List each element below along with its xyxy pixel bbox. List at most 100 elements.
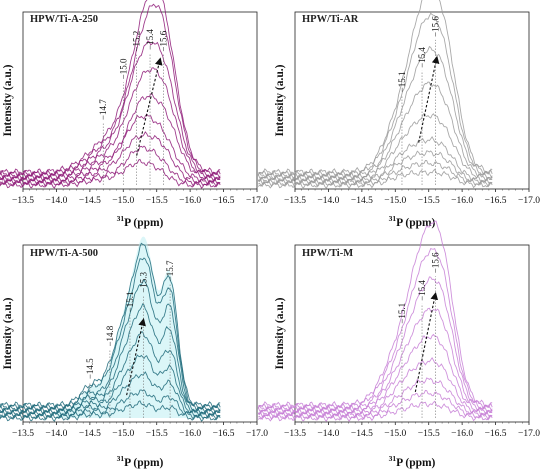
y-axis-label: Intensity (a.u.) [274, 297, 286, 369]
peak-label: −15.1 [125, 291, 135, 312]
x-tick-label: −16.0 [451, 429, 473, 439]
spectrum-line [258, 276, 493, 413]
x-tick-label: −16.5 [213, 196, 235, 206]
x-tick-label: −15.5 [146, 429, 168, 439]
spectrum-line [0, 371, 221, 419]
x-axis-label: 31P (ppm) [117, 214, 164, 229]
peak-label: −15.6 [430, 252, 440, 273]
spectrum-line [0, 92, 221, 183]
x-tick-label: −16.5 [485, 429, 507, 439]
x-axis-label: 31P (ppm) [389, 214, 436, 229]
x-tick-label: −15.0 [384, 429, 406, 439]
spectrum-line [257, 377, 493, 419]
peak-label: −15.4 [145, 29, 155, 50]
spectrum-line [257, 247, 493, 411]
y-axis-label: Intensity (a.u.) [2, 297, 14, 369]
peak-label: −15.4 [417, 47, 427, 68]
trend-arrow [414, 291, 439, 393]
x-axis-label-isotope: 31 [389, 454, 397, 463]
spectrum-line [0, 67, 221, 181]
x-tick-label: −17.0 [518, 429, 540, 439]
spectrum-line [0, 145, 221, 188]
chart-panel-3: HPW/Ti-A-500 Intensity (a.u.) 31P (ppm) −13… [0, 236, 268, 469]
x-tick-label: −14.0 [45, 196, 67, 206]
spectrum-line [0, 242, 221, 409]
spectrum-line [257, 307, 493, 414]
spectrum-line [0, 331, 221, 416]
x-tick-label: −14.5 [79, 429, 101, 439]
panel-title: HPW/Ti-A-250 [30, 14, 98, 25]
peak-label: −14.7 [98, 99, 108, 120]
x-tick-label: −13.5 [12, 429, 34, 439]
x-tick-label: −15.0 [112, 429, 134, 439]
plot-frame [294, 244, 530, 423]
peak-label: −15.3 [138, 271, 148, 292]
x-tick-label: −17.0 [246, 429, 268, 439]
chart-panel-2: HPW/Ti-AR Intensity (a.u.) 31P (ppm) −13.5 −… [257, 0, 540, 229]
x-tick-label: −14.0 [45, 429, 67, 439]
spectrum-line [257, 81, 493, 181]
x-tick-label: −14.0 [317, 429, 339, 439]
peak-label: −15.7 [165, 260, 175, 281]
spectrum-line [0, 0, 221, 176]
peak-label: −15.4 [417, 280, 427, 301]
x-tick-label: −16.0 [179, 196, 201, 206]
x-tick-label: −16.5 [485, 196, 507, 206]
spectrum-line [0, 389, 221, 421]
x-tick-label: −15.0 [112, 196, 134, 206]
x-tick-label: −14.5 [351, 429, 373, 439]
spectrum-line [257, 0, 493, 176]
x-tick-label: −13.5 [284, 429, 306, 439]
x-tick-label: −15.5 [418, 429, 440, 439]
x-axis-label-isotope: 31 [389, 214, 397, 223]
spectrum-line [257, 112, 493, 183]
spectrum-line [257, 12, 493, 178]
spectrum-line [258, 160, 493, 188]
x-tick-label: −16.5 [213, 429, 235, 439]
plot-frame [294, 11, 530, 190]
spectrum-line [257, 220, 493, 409]
spectrum-line [257, 333, 493, 416]
peak-label: −15.2 [132, 31, 142, 52]
peak-label: −15.1 [397, 72, 407, 93]
trend-arrow [136, 57, 163, 156]
x-axis-label-isotope: 31 [117, 454, 125, 463]
panel-title: HPW/Ti-M [302, 248, 353, 259]
x-axis-label-isotope: 31 [117, 214, 125, 223]
x-tick-label: −15.5 [146, 196, 168, 206]
spectrum-line [258, 389, 493, 421]
spectrum-line [0, 279, 221, 413]
x-tick-label: −15.5 [418, 196, 440, 206]
x-tick-label: −17.0 [246, 196, 268, 206]
peak-label: −14.8 [105, 325, 115, 346]
chart-panel-1: HPW/Ti-A-250 Intensity (a.u.) 31P (ppm) −13… [0, 0, 268, 229]
x-tick-label: −16.0 [451, 196, 473, 206]
x-axis-label-unit: P (ppm) [124, 217, 163, 229]
x-axis-label-unit: P (ppm) [396, 457, 435, 469]
panel-title: HPW/Ti-A-500 [30, 248, 98, 259]
peak-label: −15.1 [397, 303, 407, 324]
x-tick-label: −16.0 [179, 429, 201, 439]
peak-label: −15.6 [430, 16, 440, 37]
y-axis-label: Intensity (a.u.) [274, 64, 286, 136]
peak-label: −15.6 [158, 30, 168, 51]
x-tick-label: −14.5 [351, 196, 373, 206]
spectrum-line [258, 45, 493, 180]
x-tick-label: −14.0 [317, 196, 339, 206]
y-axis-label: Intensity (a.u.) [2, 64, 14, 136]
x-axis-label: 31P (ppm) [389, 454, 436, 469]
x-tick-label: −13.5 [12, 196, 34, 206]
trend-arrow [126, 318, 146, 396]
x-axis-label-unit: P (ppm) [396, 217, 435, 229]
x-axis-label-unit: P (ppm) [124, 457, 163, 469]
plot-frame [22, 11, 258, 190]
peak-label: −15.0 [118, 58, 128, 79]
spectrum-line [0, 303, 221, 414]
x-tick-label: −15.0 [384, 196, 406, 206]
x-tick-label: −13.5 [284, 196, 306, 206]
x-axis-label: 31P (ppm) [117, 454, 164, 469]
panel-title: HPW/Ti-AR [302, 14, 359, 25]
x-tick-label: −17.0 [518, 196, 540, 206]
